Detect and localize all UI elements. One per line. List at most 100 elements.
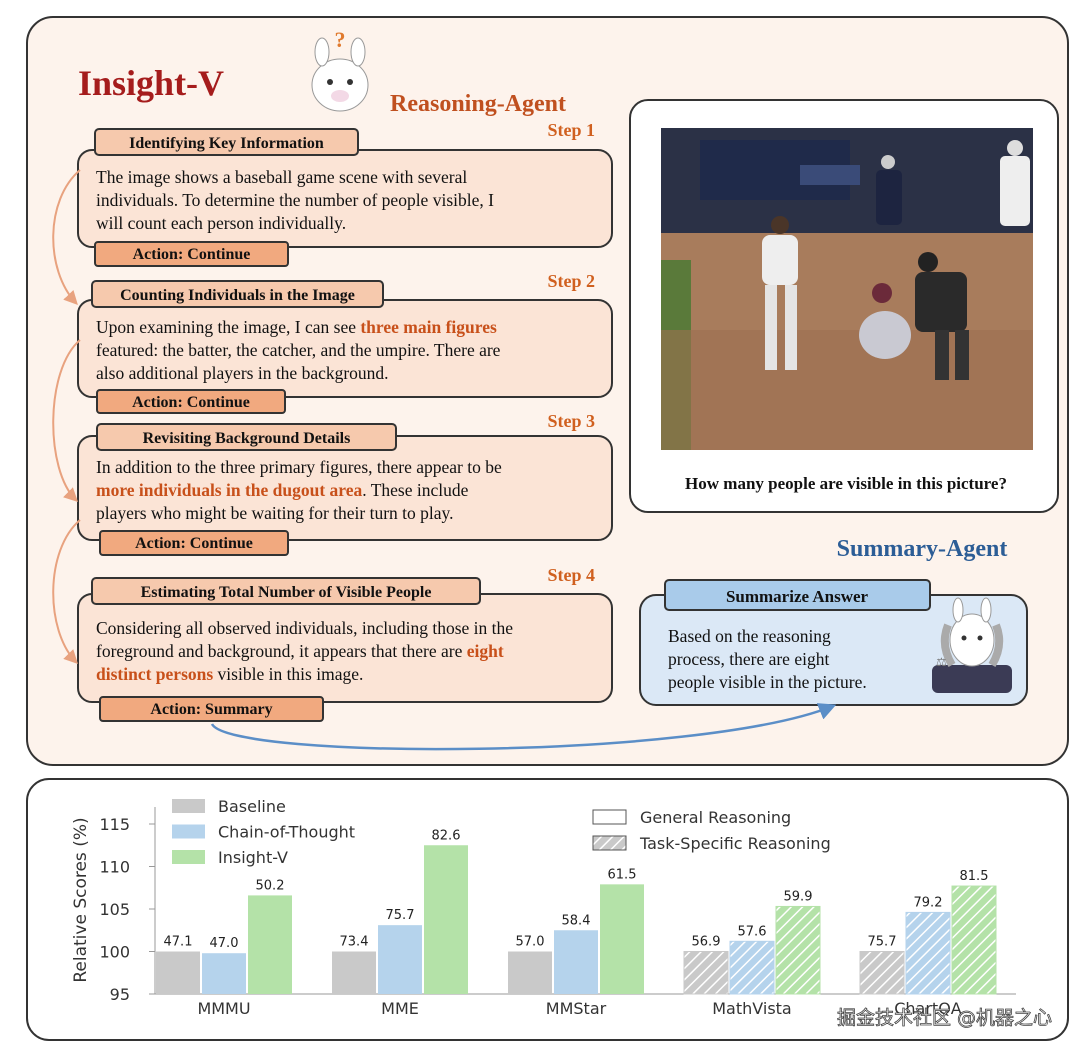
figure-title: Insight-V xyxy=(78,63,224,103)
bar xyxy=(202,953,246,994)
bar xyxy=(508,951,552,994)
step-heading-box xyxy=(91,577,481,605)
summary-text: Based on the reasoning process, there are… xyxy=(668,626,867,692)
summary-line: process, there are eight xyxy=(668,649,829,669)
x-tick-label: MathVista xyxy=(712,999,791,1018)
value-label: 57.0 xyxy=(516,935,545,950)
action-box xyxy=(94,241,289,267)
text-span: . These include xyxy=(362,480,468,500)
step-number: Step 1 xyxy=(547,120,595,140)
value-label: 82.6 xyxy=(432,828,461,843)
legend-swatch xyxy=(592,835,627,851)
step-heading-box xyxy=(91,280,384,308)
bar xyxy=(905,911,951,995)
legend-label: Baseline xyxy=(218,797,286,816)
step-heading: Estimating Total Number of Visible Peopl… xyxy=(141,584,432,601)
text-span: Considering all observed individuals, in… xyxy=(96,618,513,638)
y-tick-label: 100 xyxy=(99,943,130,962)
step-text-line: will count each person individually. xyxy=(96,213,346,233)
text-span: The image shows a baseball game scene wi… xyxy=(96,167,467,187)
value-label: 75.7 xyxy=(386,908,415,923)
text-span: individuals. To determine the number of … xyxy=(96,190,494,210)
x-tick-label: MMMU xyxy=(197,999,250,1018)
value-label: 47.1 xyxy=(164,935,193,950)
summary-agent-label: Summary-Agent xyxy=(837,536,1008,562)
step-number: Step 4 xyxy=(547,565,595,585)
action-label: Action: Continue xyxy=(135,535,253,552)
summary-heading-box xyxy=(664,579,931,611)
legend-swatch xyxy=(592,809,627,825)
text-span: featured: the batter, the catcher, and t… xyxy=(96,340,501,360)
step-heading: Counting Individuals in the Image xyxy=(120,287,355,304)
step-text-line: more individuals in the dugout area. The… xyxy=(96,480,469,500)
bar xyxy=(683,951,729,995)
legend-swatch xyxy=(172,799,205,813)
legend-label: General Reasoning xyxy=(640,808,791,827)
value-label: 81.5 xyxy=(960,869,989,884)
x-tick-label: ChartQA xyxy=(894,999,962,1018)
step-text-line: featured: the batter, the catcher, and t… xyxy=(96,340,501,360)
legend-swatch xyxy=(172,850,205,864)
step-text-line: Upon examining the image, I can see thre… xyxy=(96,317,497,337)
step-heading: Revisiting Background Details xyxy=(143,430,351,447)
step-text-line: also additional players in the backgroun… xyxy=(96,363,389,383)
step-text-line: distinct persons visible in this image. xyxy=(96,664,363,684)
watermark: 掘金技术社区 @机器之心 xyxy=(837,1007,1052,1029)
step-text-line: Considering all observed individuals, in… xyxy=(96,618,513,638)
highlight: distinct persons xyxy=(96,664,213,684)
text-span: visible in this image. xyxy=(213,664,363,684)
bar xyxy=(156,951,200,994)
value-label: 61.5 xyxy=(608,867,637,882)
bar xyxy=(332,951,376,994)
step-arrows xyxy=(52,169,81,665)
bar xyxy=(378,925,422,994)
action-label: Action: Summary xyxy=(150,701,272,718)
llama-icon: ? xyxy=(311,27,369,112)
summary-line: people visible in the picture. xyxy=(668,672,867,692)
svg-text:⚖: ⚖ xyxy=(936,655,947,669)
value-label: 79.2 xyxy=(914,895,943,910)
legend-label: Chain-of-Thought xyxy=(218,823,355,842)
bar xyxy=(729,940,775,995)
x-tick-label: MME xyxy=(381,999,419,1018)
y-tick-label: 105 xyxy=(99,900,130,919)
bar xyxy=(859,951,905,995)
value-label: 56.9 xyxy=(692,935,721,950)
value-label: 47.0 xyxy=(210,936,239,951)
text-span: also additional players in the backgroun… xyxy=(96,363,389,383)
step-heading-box xyxy=(94,128,359,156)
summary-arrow xyxy=(210,703,837,751)
text-span: In addition to the three primary figures… xyxy=(96,457,502,477)
step-number: Step 2 xyxy=(547,271,595,291)
legend-label: Task-Specific Reasoning xyxy=(639,834,831,853)
legend-label: Insight-V xyxy=(218,848,288,867)
value-label: 75.7 xyxy=(868,935,897,950)
legend-swatch xyxy=(172,824,205,839)
highlight: three main figures xyxy=(360,317,497,337)
step-number: Step 3 xyxy=(547,411,595,431)
value-label: 50.2 xyxy=(256,878,285,893)
value-label: 57.6 xyxy=(738,924,767,939)
bar xyxy=(424,845,468,994)
bar xyxy=(951,885,997,995)
action-box xyxy=(96,389,286,414)
baseball-photo xyxy=(661,128,1033,450)
step-heading-box xyxy=(96,423,397,451)
value-label: 73.4 xyxy=(340,935,369,950)
action-box xyxy=(99,696,324,722)
svg-text:?: ? xyxy=(335,27,346,52)
bar-chart: Relative Scores (%) 95 100 105 110 115 MMMU 47… xyxy=(71,797,1016,1018)
summary-line: Based on the reasoning xyxy=(668,626,831,646)
reasoning-agent-label: Reasoning-Agent xyxy=(390,91,566,117)
y-axis-label: Relative Scores (%) xyxy=(71,817,91,982)
y-tick-label: 110 xyxy=(99,858,130,877)
judge-llama-icon: ⚖ xyxy=(932,597,1012,693)
bar xyxy=(248,895,292,994)
step-heading: Identifying Key Information xyxy=(129,135,324,152)
action-label: Action: Continue xyxy=(132,394,250,411)
x-tick-label: MMStar xyxy=(546,999,607,1018)
y-tick-label: 115 xyxy=(99,815,130,834)
step-text-line: players who might be waiting for their t… xyxy=(96,503,454,523)
y-tick-label: 95 xyxy=(110,985,130,1004)
